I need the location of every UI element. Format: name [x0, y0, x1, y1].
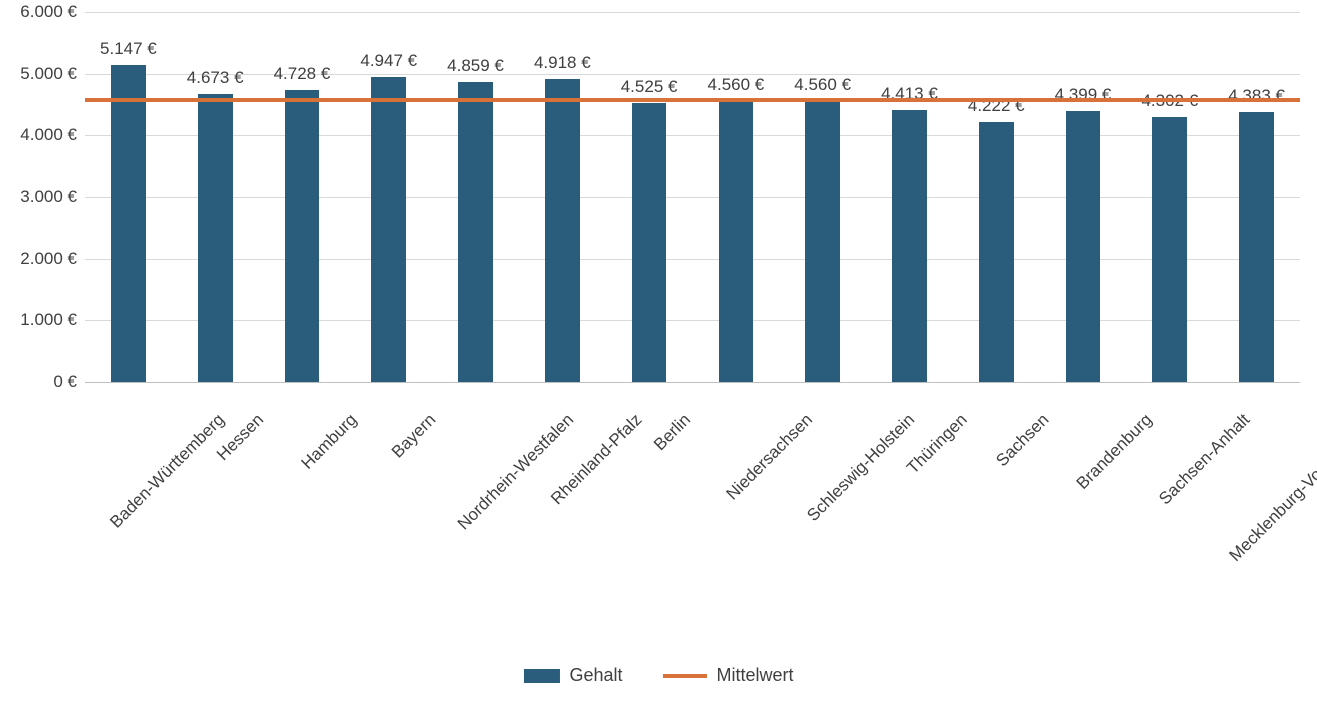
bar	[458, 82, 493, 382]
bar	[805, 101, 840, 382]
x-category-label: Niedersachsen	[722, 410, 816, 504]
bar	[1066, 111, 1101, 382]
bar-value-label: 4.947 €	[360, 51, 417, 71]
legend-swatch-line	[663, 674, 707, 678]
bar	[371, 77, 406, 382]
salary-by-state-chart: 0 € 1.000 € 2.000 € 3.000 € 4.000 € 5.000 € 6.…	[0, 0, 1317, 707]
ytick-label: 6.000 €	[20, 2, 85, 22]
x-category-label: Bayern	[388, 410, 440, 462]
bar	[719, 101, 754, 382]
bar	[545, 79, 580, 382]
ytick-label: 1.000 €	[20, 310, 85, 330]
x-category-label: Nordrhein-Westfalen	[453, 410, 577, 534]
chart-legend: Gehalt Mittelwert	[523, 665, 793, 686]
ytick-label: 3.000 €	[20, 187, 85, 207]
bar	[979, 122, 1014, 382]
legend-label-bar: Gehalt	[569, 665, 622, 686]
bar-value-label: 4.525 €	[621, 77, 678, 97]
gridline	[85, 197, 1300, 198]
bar-value-label: 4.918 €	[534, 53, 591, 73]
legend-item-bar: Gehalt	[523, 665, 622, 686]
x-category-label: Sachsen	[993, 410, 1054, 471]
gridline	[85, 382, 1300, 383]
bar-value-label: 4.859 €	[447, 56, 504, 76]
bar	[198, 94, 233, 382]
gridline	[85, 135, 1300, 136]
ytick-label: 0 €	[53, 372, 85, 392]
ytick-label: 5.000 €	[20, 64, 85, 84]
x-category-label: Brandenburg	[1073, 410, 1157, 494]
bar-value-label: 4.673 €	[187, 68, 244, 88]
legend-label-line: Mittelwert	[717, 665, 794, 686]
bar	[632, 103, 667, 382]
bar	[1152, 117, 1187, 382]
mean-line	[85, 98, 1300, 102]
bar-value-label: 4.560 €	[708, 75, 765, 95]
x-category-label: Sachsen-Anhalt	[1155, 410, 1254, 509]
bar	[892, 110, 927, 382]
legend-swatch-bar	[523, 669, 559, 683]
bar-value-label: 4.728 €	[274, 64, 331, 84]
bar-value-label: 4.399 €	[1055, 85, 1112, 105]
bar	[1239, 112, 1274, 382]
x-category-label: Hamburg	[297, 410, 361, 474]
legend-item-line: Mittelwert	[663, 665, 794, 686]
bar-value-label: 5.147 €	[100, 39, 157, 59]
x-category-label: Berlin	[650, 410, 695, 455]
bar	[285, 90, 320, 382]
bar-value-label: 4.383 €	[1228, 86, 1285, 106]
gridline	[85, 259, 1300, 260]
plot-area: 0 €1.000 €2.000 €3.000 €4.000 €5.000 €6.…	[85, 12, 1300, 382]
gridline	[85, 320, 1300, 321]
gridline	[85, 12, 1300, 13]
ytick-label: 4.000 €	[20, 125, 85, 145]
ytick-label: 2.000 €	[20, 249, 85, 269]
x-category-label: Schleswig-Holstein	[803, 410, 919, 526]
bar-value-label: 4.560 €	[794, 75, 851, 95]
gridline	[85, 74, 1300, 75]
bar	[111, 65, 146, 382]
x-category-label: Baden-Württemberg	[107, 410, 229, 532]
